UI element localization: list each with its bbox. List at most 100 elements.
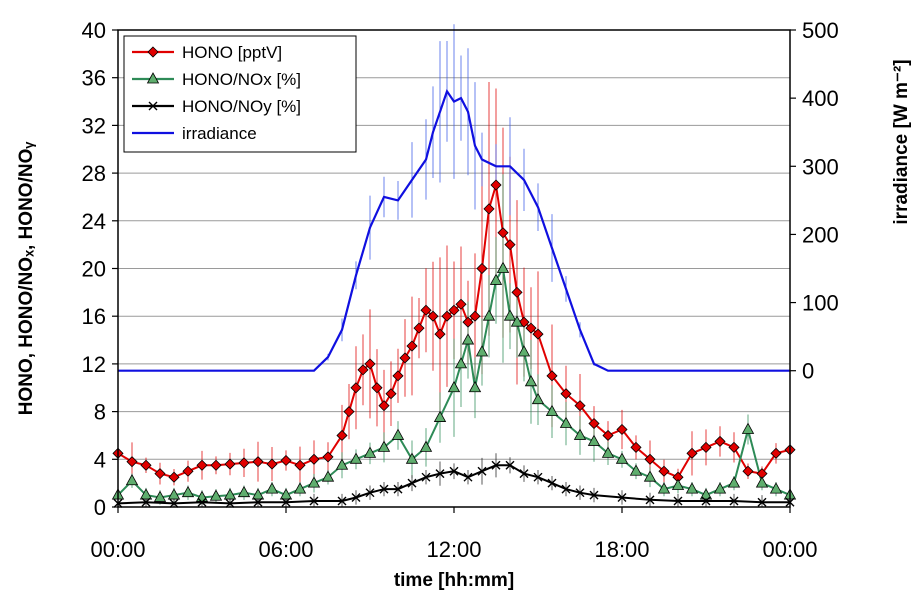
- data-point: [545, 404, 559, 417]
- data-point: [547, 478, 557, 488]
- legend-label: HONO [pptV]: [182, 43, 282, 62]
- data-point: [755, 476, 769, 488]
- data-point: [434, 328, 446, 340]
- data-point: [448, 304, 460, 316]
- y-left-tick-label: 28: [82, 161, 106, 186]
- data-point: [141, 497, 151, 507]
- data-point: [468, 380, 482, 393]
- data-point: [307, 476, 321, 488]
- data-point: [413, 322, 425, 334]
- data-point: [658, 465, 670, 477]
- data-point: [140, 459, 152, 471]
- y-left-tick-label: 0: [94, 495, 106, 520]
- data-point: [433, 410, 447, 422]
- data-point: [266, 458, 278, 470]
- data-point: [561, 484, 571, 494]
- data-point: [349, 452, 363, 464]
- data-point: [533, 472, 543, 482]
- data-point: [435, 469, 445, 479]
- y-right-tick-label: 300: [802, 154, 839, 179]
- data-point: [573, 428, 587, 440]
- data-point: [559, 416, 573, 428]
- y-left-tick-label: 4: [94, 447, 106, 472]
- data-point: [490, 179, 502, 191]
- data-point: [251, 488, 265, 500]
- data-point: [253, 497, 263, 507]
- data-point: [309, 496, 319, 506]
- data-point: [421, 472, 431, 482]
- data-point: [510, 315, 524, 327]
- data-point: [770, 447, 782, 459]
- data-point: [385, 388, 397, 400]
- data-point: [574, 400, 586, 412]
- x-tick-label: 18:00: [594, 537, 649, 562]
- data-point: [238, 457, 250, 469]
- data-point: [399, 352, 411, 364]
- x-tick-label: 00:00: [762, 537, 817, 562]
- y-left-tick-label: 12: [82, 352, 106, 377]
- data-point: [617, 492, 627, 502]
- data-point: [364, 358, 376, 370]
- data-point: [511, 286, 523, 298]
- data-point: [223, 488, 237, 500]
- data-point: [616, 423, 628, 436]
- data-point: [281, 497, 291, 507]
- data-point: [279, 488, 293, 500]
- data-point: [406, 340, 418, 352]
- data-point: [167, 488, 181, 500]
- data-point: [427, 310, 439, 322]
- data-point: [524, 374, 538, 387]
- data-point: [405, 452, 419, 464]
- data-point: [503, 309, 517, 321]
- x-tick-label: 00:00: [90, 537, 145, 562]
- data-point: [441, 310, 453, 322]
- data-point: [126, 456, 138, 468]
- data-point: [714, 435, 726, 447]
- data-point: [643, 470, 657, 482]
- data-point: [482, 309, 496, 321]
- data-point: [391, 428, 405, 440]
- series-line: [118, 88, 790, 372]
- y-axis-right-label: irradiance [W m⁻²]: [891, 59, 912, 224]
- data-point: [139, 488, 153, 500]
- data-point: [615, 452, 629, 464]
- data-point: [699, 488, 713, 500]
- legend-swatch-marker: [146, 72, 160, 84]
- data-point: [293, 482, 307, 494]
- data-point: [728, 441, 740, 453]
- legend-label: irradiance: [182, 124, 257, 143]
- data-point: [454, 357, 468, 369]
- series-line: [117, 464, 790, 505]
- data-point: [475, 345, 489, 357]
- data-point: [125, 473, 139, 486]
- data-point: [196, 459, 208, 471]
- y-left-tick-label: 8: [94, 400, 106, 425]
- data-point: [379, 484, 389, 494]
- data-point: [517, 345, 531, 357]
- data-point: [644, 453, 656, 465]
- data-point: [491, 460, 501, 470]
- legend-swatch-marker: [148, 101, 158, 111]
- x-tick-label: 12:00: [426, 537, 481, 562]
- data-point: [455, 298, 467, 310]
- data-point: [742, 465, 754, 477]
- data-point: [363, 446, 377, 458]
- data-point: [532, 328, 544, 340]
- data-point: [321, 470, 335, 482]
- data-point: [335, 458, 349, 470]
- data-point: [727, 476, 741, 488]
- data-point: [469, 310, 481, 322]
- y-left-tick-label: 40: [82, 18, 106, 43]
- data-point: [497, 227, 509, 239]
- data-point: [729, 496, 739, 506]
- data-point: [700, 441, 712, 453]
- data-point: [713, 482, 727, 494]
- data-point: [575, 488, 585, 498]
- data-point: [377, 440, 391, 452]
- y-left-tick-label: 16: [82, 304, 106, 329]
- data-point: [685, 482, 699, 494]
- data-point: [657, 482, 671, 494]
- data-point: [294, 459, 306, 471]
- series-markers: [111, 179, 797, 508]
- y-left-tick-label: 36: [82, 66, 106, 91]
